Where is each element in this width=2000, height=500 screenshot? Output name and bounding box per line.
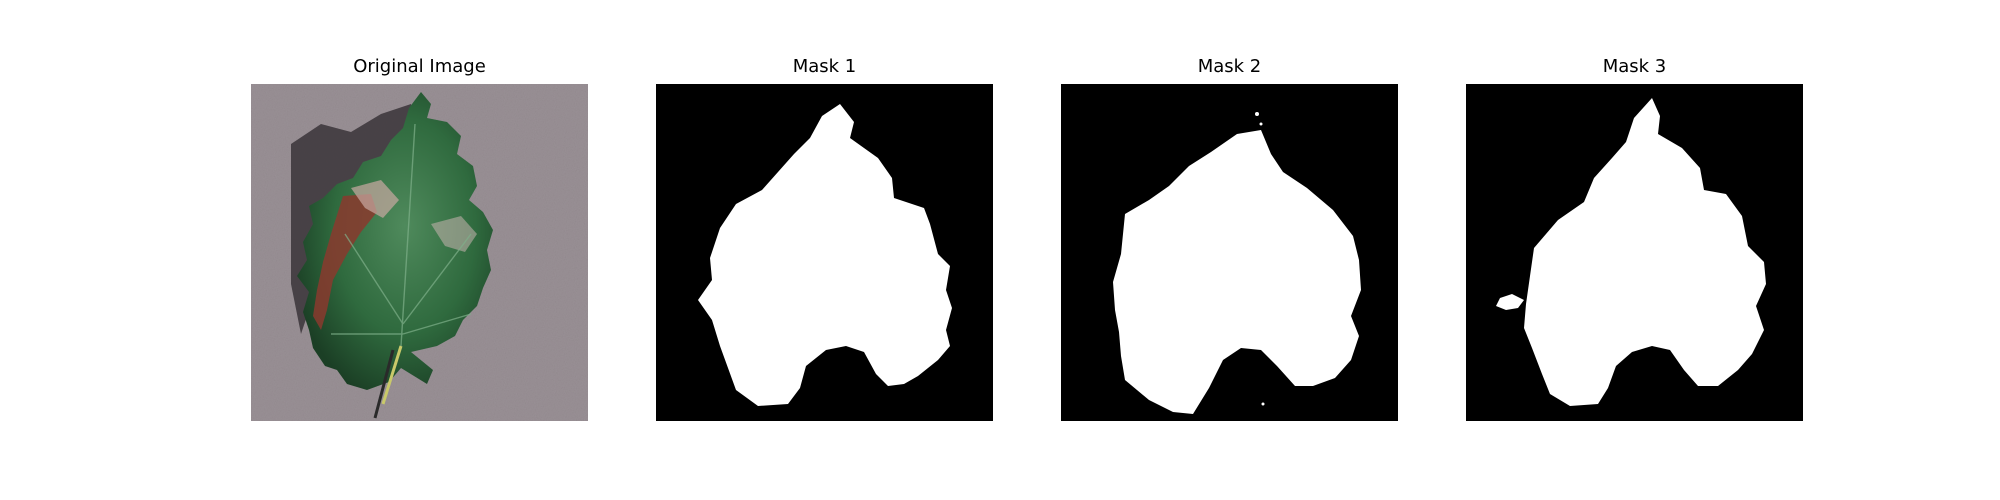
mask-speck — [1259, 122, 1263, 126]
panel-title: Mask 1 — [792, 56, 857, 77]
mask-leaf-region — [1524, 98, 1766, 406]
mask-speck — [1261, 402, 1265, 406]
panel-mask-2: Mask 2 — [1061, 56, 1398, 422]
leaf-lesion — [351, 180, 399, 218]
leaf-body — [297, 92, 493, 390]
mask-speck — [1255, 112, 1259, 116]
panel-original-image: Original Image — [251, 56, 588, 422]
leaf-lesion — [313, 194, 377, 330]
panel-title: Mask 2 — [1197, 56, 1262, 77]
leaf-lesion — [431, 216, 477, 252]
panel-title: Original Image — [353, 56, 486, 77]
panel-title: Mask 3 — [1602, 56, 1667, 77]
mask-leaf-region — [698, 104, 952, 406]
mask-image — [656, 84, 993, 421]
mask-leaf-region — [1113, 130, 1361, 414]
mask-fragment — [1496, 294, 1524, 310]
leaf-stem — [381, 345, 403, 405]
mask-image — [1061, 84, 1398, 421]
panel-mask-1: Mask 1 — [656, 56, 993, 422]
panel-mask-3: Mask 3 — [1466, 56, 1803, 422]
mask-image — [1466, 84, 1803, 421]
leaf-veins — [331, 123, 472, 347]
leaf-photo — [251, 84, 588, 421]
